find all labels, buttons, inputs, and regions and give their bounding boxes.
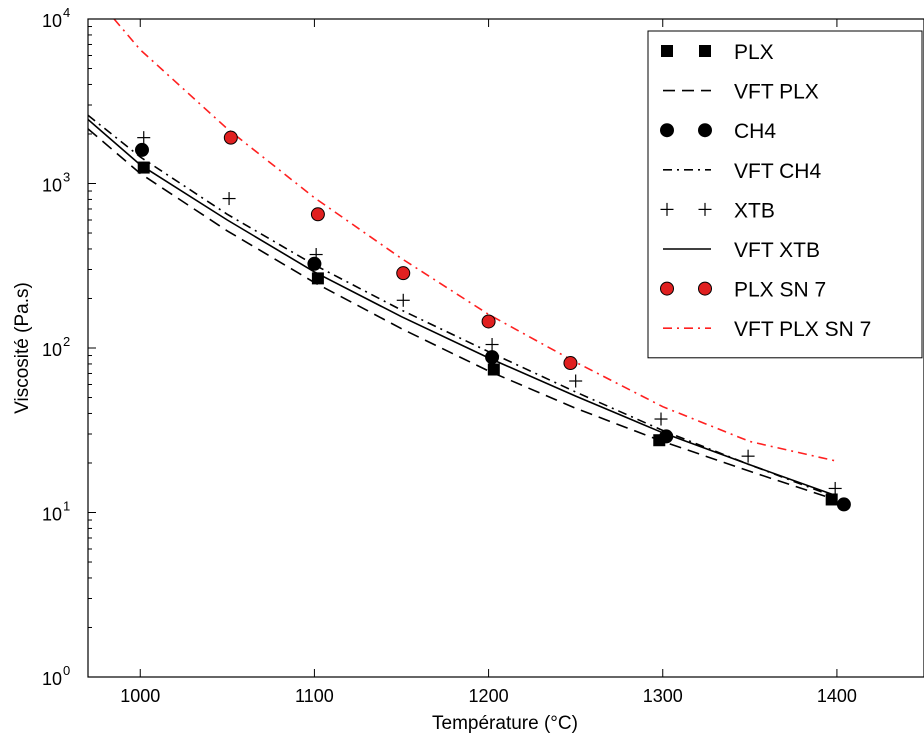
y-tick-label: 10 [42, 176, 62, 196]
legend-label: PLX SN 7 [734, 279, 826, 302]
data-point-xtb [654, 412, 668, 426]
data-point-ch4 [836, 497, 851, 512]
series-line-vft-ch4 [88, 114, 838, 499]
data-point-ch4 [485, 350, 500, 365]
data-point-plx-sn-7 [481, 314, 496, 329]
y-tick-label: 10 [42, 11, 62, 31]
plot-area [88, 19, 851, 512]
data-point-plx-sn-7 [310, 207, 325, 222]
legend-entry-xtb: XTB [660, 199, 775, 222]
data-point-plx-sn-7 [396, 266, 411, 281]
x-axis-label: Température (°C) [432, 713, 578, 734]
x-tick-label: 1300 [643, 686, 683, 706]
legend-label: PLX [734, 41, 774, 64]
legend-label: VFT PLX SN 7 [734, 318, 871, 341]
legend-marker-plx-sn-7 [698, 281, 712, 296]
y-tick-exponent: 4 [63, 5, 70, 20]
data-point-plx-sn-7 [563, 356, 578, 371]
data-point-xtb [485, 338, 499, 352]
legend-label: VFT XTB [734, 239, 820, 262]
series-line-vft-xtb [88, 118, 838, 497]
data-point-plx [825, 493, 838, 506]
legend-entry-plx-sn-7: PLX SN 7 [660, 279, 826, 302]
data-point-plx [311, 272, 324, 285]
series-line-vft-plx [88, 128, 838, 501]
legend-marker-xtb [698, 202, 712, 216]
data-point-ch4 [659, 429, 674, 444]
legend-entry-vft-plx-sn-7: VFT PLX SN 7 [663, 318, 871, 341]
series-line-vft-plx-sn-7 [113, 19, 838, 462]
legend-label: CH4 [734, 120, 776, 143]
y-tick-label: 10 [42, 505, 62, 525]
y-tick-exponent: 3 [63, 170, 70, 185]
data-point-xtb [828, 481, 842, 495]
x-tick-label: 1200 [469, 686, 509, 706]
y-tick-exponent: 2 [63, 334, 70, 349]
x-tick-label: 1000 [120, 686, 160, 706]
legend-entry-vft-ch4: VFT CH4 [663, 160, 821, 183]
y-tick-exponent: 0 [63, 663, 70, 678]
data-point-xtb [309, 248, 323, 262]
legend-marker-ch4 [698, 123, 712, 138]
legend-entry-plx: PLX [661, 41, 774, 64]
data-point-xtb [741, 449, 755, 463]
data-point-ch4 [307, 256, 322, 271]
legend-entry-ch4: CH4 [660, 120, 776, 143]
y-axis-label: Viscosité (Pa.s) [12, 282, 33, 414]
legend-box [647, 30, 923, 359]
legend: PLX VFT PLX CH4 VFT CH4 XTB VFT XTB PLX SN 7 VF… [647, 30, 923, 359]
data-point-plx-sn-7 [223, 130, 238, 145]
legend-marker-plx [661, 45, 673, 57]
legend-label: XTB [734, 199, 775, 222]
data-point-xtb [396, 293, 410, 307]
data-point-xtb [569, 374, 583, 388]
data-point-plx [487, 363, 500, 376]
legend-entry-vft-xtb: VFT XTB [663, 239, 820, 262]
legend-marker-plx [699, 45, 711, 57]
x-tick-label: 1100 [295, 686, 334, 706]
y-tick-label: 10 [42, 340, 62, 360]
legend-label: VFT PLX [734, 81, 819, 104]
data-point-ch4 [134, 142, 149, 157]
data-point-xtb [222, 192, 236, 206]
legend-marker-ch4 [660, 123, 674, 138]
data-point-plx [137, 161, 150, 174]
legend-marker-plx-sn-7 [660, 281, 674, 296]
legend-marker-xtb [660, 202, 674, 216]
legend-label: VFT CH4 [734, 160, 821, 183]
data-point-xtb [137, 131, 151, 145]
legend-entry-vft-plx: VFT PLX [663, 81, 819, 104]
x-tick-label: 1400 [817, 686, 857, 706]
y-tick-label: 10 [42, 669, 62, 689]
y-tick-exponent: 1 [63, 499, 70, 514]
